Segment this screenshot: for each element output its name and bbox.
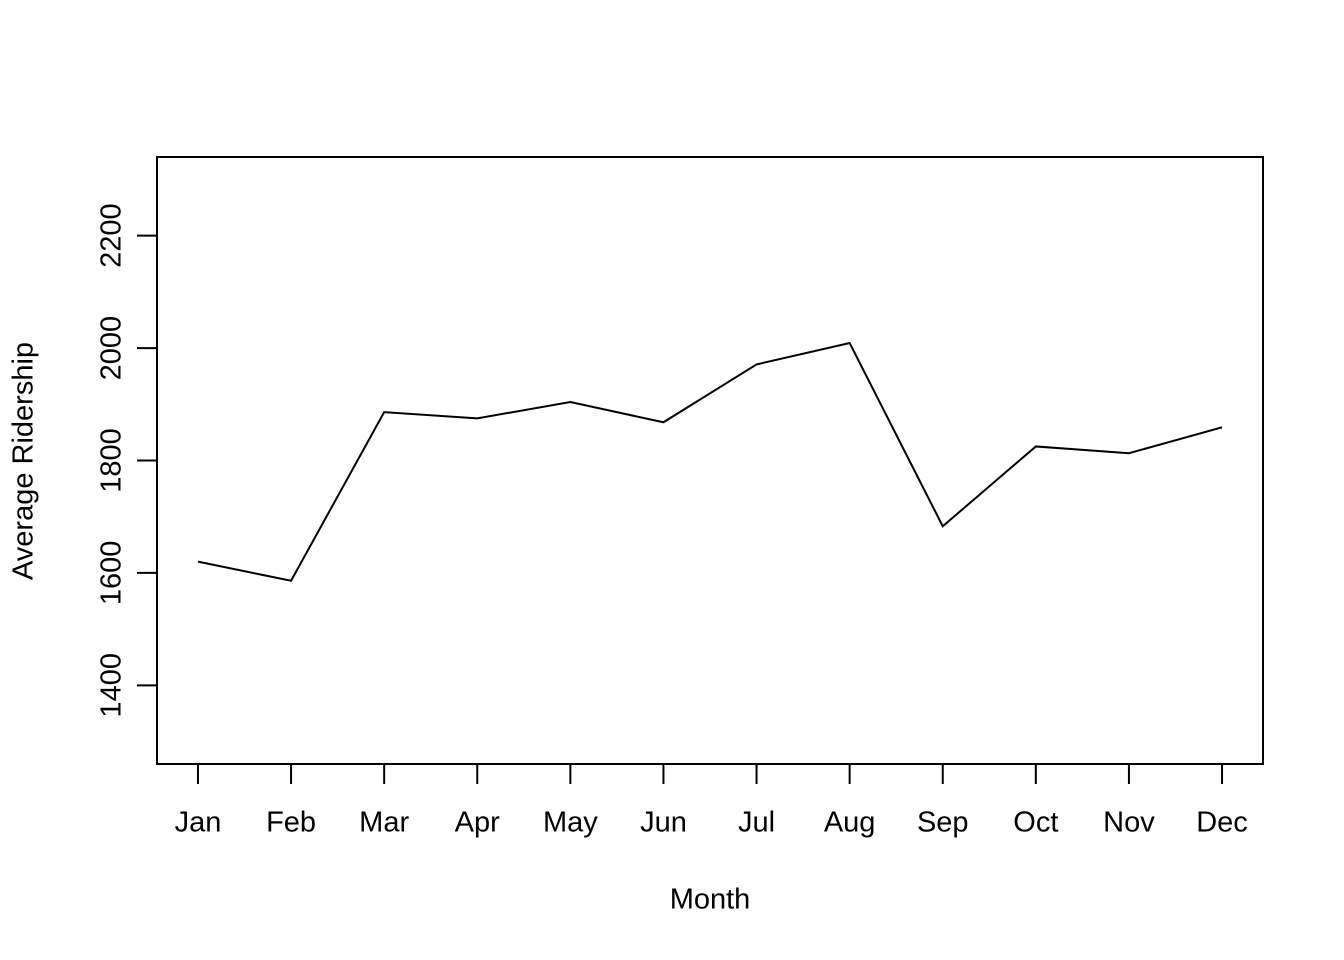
x-tick-label: Feb <box>266 807 316 839</box>
x-axis-label: Month <box>670 884 751 916</box>
data-line <box>197 341 1223 582</box>
x-tick-label: Jun <box>640 807 687 839</box>
x-tick-label: May <box>543 807 598 839</box>
x-tick-label: Apr <box>455 807 500 839</box>
y-axis-label: Average Ridership <box>8 342 40 580</box>
x-tick-label: Jul <box>738 807 775 839</box>
y-tick-label: 1800 <box>96 428 128 493</box>
y-tick-label: 2000 <box>96 316 128 381</box>
x-tick-label: Oct <box>1013 807 1058 839</box>
y-tick-label: 1600 <box>96 541 128 606</box>
x-tick-label: Nov <box>1103 807 1155 839</box>
y-tick-label: 2200 <box>96 203 128 268</box>
y-tick-label: 1400 <box>96 653 128 718</box>
x-tick-label: Dec <box>1196 807 1248 839</box>
x-tick-label: Jan <box>175 807 222 839</box>
x-tick-label: Mar <box>359 807 409 839</box>
x-tick-label: Aug <box>824 807 876 839</box>
x-tick-label: Sep <box>917 807 969 839</box>
plot-box <box>156 156 1264 765</box>
